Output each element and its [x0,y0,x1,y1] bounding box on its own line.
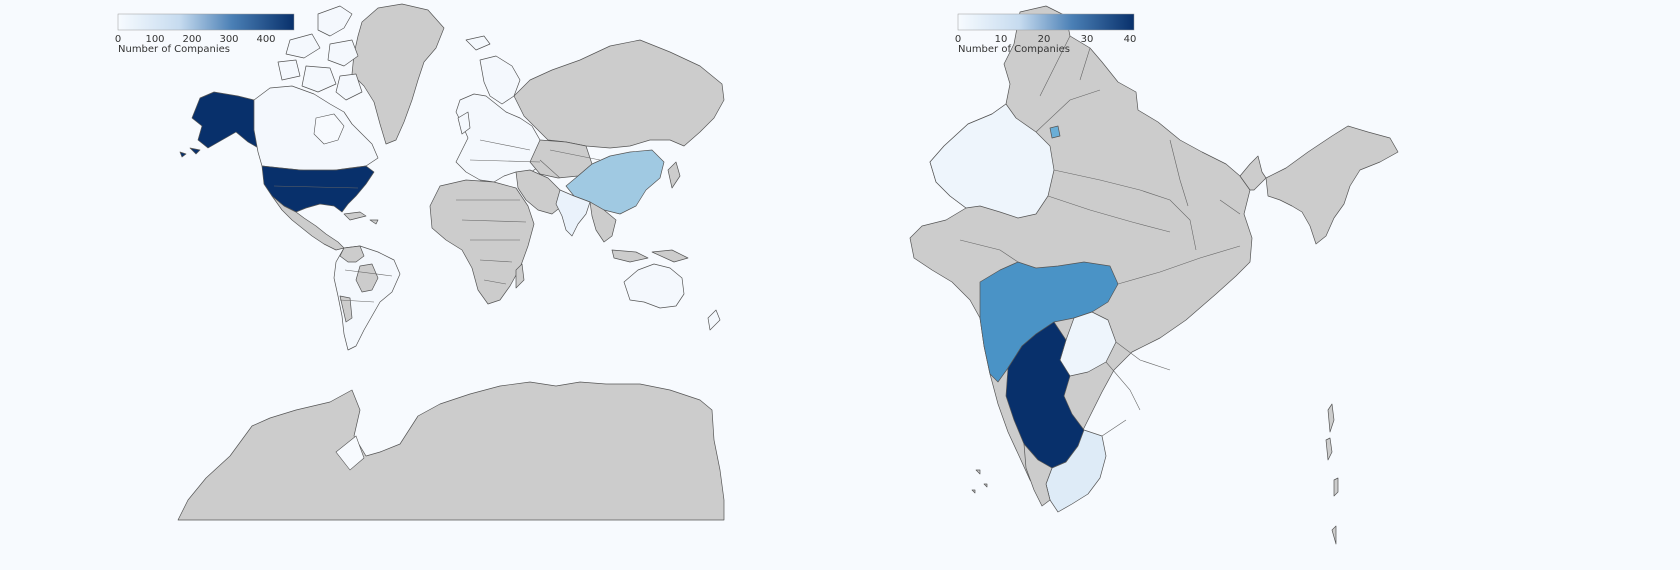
northeast-india[interactable] [1265,125,1399,245]
middle-east[interactable] [515,169,563,215]
world-legend-tick: 0 [115,34,121,45]
greenland[interactable] [351,3,445,145]
india-map[interactable]: 0 10 20 30 40 Number of Companies [840,0,1680,570]
india-legend-tick: 20 [1038,34,1051,45]
world-borders [273,139,601,303]
kerala[interactable] [1023,443,1053,507]
india-legend-title: Number of Companies [958,44,1070,55]
india[interactable] [555,189,591,237]
japan-korea[interactable] [667,161,681,189]
world-legend-tick: 100 [145,34,164,45]
world-legend-ticks: 0 100 200 300 400 [115,34,276,45]
india-legend-ticks: 0 10 20 30 40 [955,34,1137,45]
south-america-grey[interactable] [339,245,379,323]
iceland [465,35,491,51]
world-map-panel: 0 100 200 300 400 Number of Companies [0,0,840,570]
alaska[interactable] [191,91,263,151]
world-legend-colorbar [117,13,295,31]
south-america[interactable] [333,245,401,351]
rajasthan[interactable] [929,103,1055,219]
southeast-asia[interactable] [589,201,617,243]
karnataka[interactable] [1005,321,1085,469]
hudson-bay [313,113,345,145]
state-borders [959,35,1241,437]
antarctica[interactable] [177,381,725,521]
british-isles[interactable] [457,111,471,135]
world-legend-tick: 200 [182,34,201,45]
lakshadweep [971,469,988,494]
india-legend-colorbar [957,13,1135,31]
india-map-panel: 0 10 20 30 40 Number of Companies [840,0,1680,570]
new-zealand [707,309,721,331]
australia[interactable] [623,263,685,309]
delhi[interactable] [1049,125,1061,139]
andaman-nicobar-islands [1325,403,1339,545]
india-legend-tick: 0 [955,34,961,45]
weddell-sea [335,435,365,471]
caribbean-islands [343,211,379,225]
world-map[interactable]: 0 100 200 300 400 Number of Companies [0,0,840,570]
russia[interactable] [513,39,725,149]
canada-arctic-islands[interactable] [277,5,363,101]
world-legend-tick: 300 [219,34,238,45]
india-legend-tick: 10 [995,34,1008,45]
india-legend-tick: 30 [1081,34,1094,45]
india-outline[interactable] [909,5,1253,495]
sikkim-corridor [1239,155,1267,191]
africa[interactable] [429,179,535,305]
madagascar [515,263,525,289]
world-legend-tick: 400 [256,34,275,45]
indonesia[interactable] [611,249,689,263]
aleutian-islands [179,147,201,158]
india-legend-tick: 40 [1124,34,1137,45]
world-legend-title: Number of Companies [118,44,230,55]
